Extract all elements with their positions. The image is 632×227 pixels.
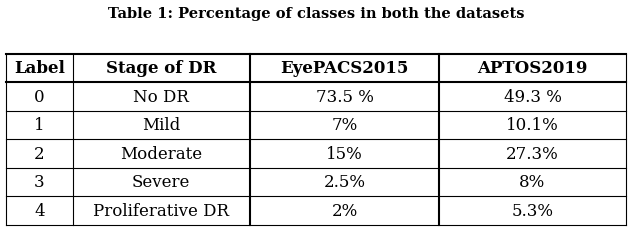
Text: Proliferative DR: Proliferative DR: [93, 202, 229, 219]
Text: 3: 3: [34, 174, 45, 191]
Text: EyePACS2015: EyePACS2015: [280, 60, 409, 77]
Text: 4: 4: [34, 202, 45, 219]
Text: No DR: No DR: [133, 89, 189, 106]
Text: Mild: Mild: [142, 117, 180, 134]
Text: 7%: 7%: [331, 117, 358, 134]
Text: Label: Label: [14, 60, 65, 77]
Text: 73.5 %: 73.5 %: [315, 89, 374, 106]
Text: 2.5%: 2.5%: [324, 174, 365, 191]
Text: 10.1%: 10.1%: [506, 117, 559, 134]
Text: APTOS2019: APTOS2019: [477, 60, 588, 77]
Text: 49.3 %: 49.3 %: [504, 89, 561, 106]
Text: 15%: 15%: [326, 145, 363, 162]
Text: 5.3%: 5.3%: [511, 202, 554, 219]
Text: 2%: 2%: [331, 202, 358, 219]
Text: Moderate: Moderate: [120, 145, 202, 162]
Text: Severe: Severe: [132, 174, 190, 191]
Text: 0: 0: [34, 89, 45, 106]
Text: 2: 2: [34, 145, 45, 162]
Text: Table 1: Percentage of classes in both the datasets: Table 1: Percentage of classes in both t…: [107, 7, 525, 21]
Text: 8%: 8%: [520, 174, 545, 191]
Text: 27.3%: 27.3%: [506, 145, 559, 162]
Text: 1: 1: [34, 117, 45, 134]
Text: Stage of DR: Stage of DR: [106, 60, 216, 77]
